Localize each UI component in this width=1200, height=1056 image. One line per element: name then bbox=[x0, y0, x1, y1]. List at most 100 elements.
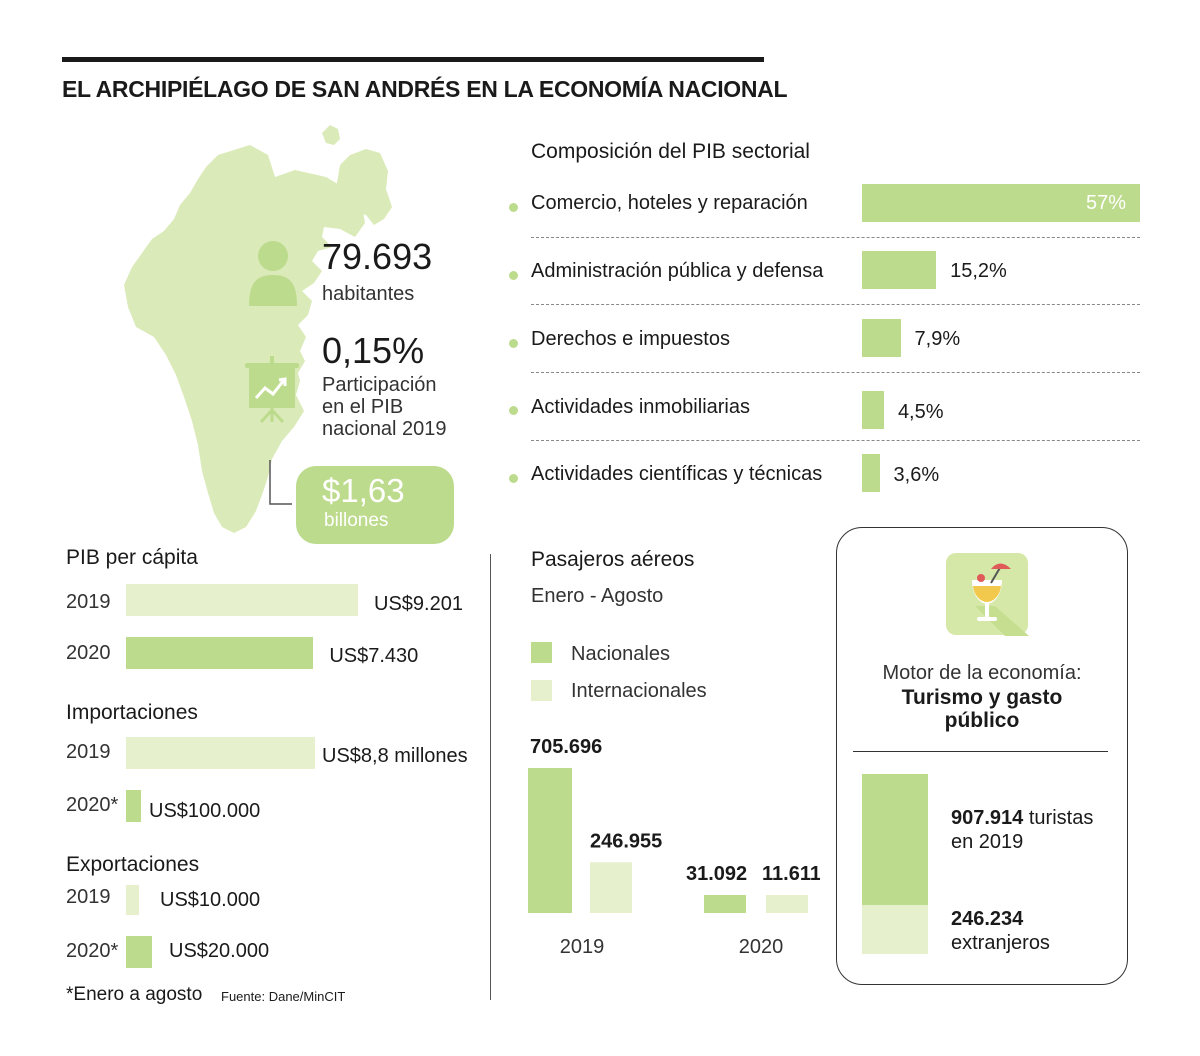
presentation-chart-icon bbox=[245, 356, 299, 424]
divider bbox=[531, 237, 1140, 238]
sector-bar bbox=[862, 454, 880, 492]
population-value: 79.693 bbox=[322, 236, 433, 277]
providencia-island-shape bbox=[322, 125, 392, 225]
imports-year: 2019 bbox=[66, 741, 111, 763]
pib-share-value: 0,15% bbox=[322, 330, 425, 371]
sector-bar bbox=[862, 391, 884, 429]
imports-year: 2020* bbox=[66, 794, 119, 816]
label-2020-nacionales: 31.092 bbox=[686, 863, 747, 885]
pib-total-badge: $1,63 billones bbox=[296, 466, 454, 544]
pib-share-label-line: nacional 2019 bbox=[322, 418, 447, 440]
sector-label: Actividades inmobiliarias bbox=[531, 396, 750, 418]
passengers-title: Pasajeros aéreos bbox=[531, 548, 695, 571]
bar-2020-internacionales bbox=[766, 895, 808, 913]
divider bbox=[531, 440, 1140, 441]
pib-share-label: Participación en el PIB nacional 2019 bbox=[322, 374, 447, 440]
imports-bar bbox=[126, 790, 141, 822]
label-2019-internacionales: 246.955 bbox=[590, 830, 662, 852]
legend-swatch-internacionales bbox=[531, 680, 552, 701]
exports-value: US$20.000 bbox=[169, 940, 270, 962]
sector-bullet bbox=[509, 474, 518, 483]
pib-total-value: $1,63 bbox=[322, 472, 405, 509]
tourists-word: turistas bbox=[1028, 807, 1094, 829]
per-capita-value: US$9.201 bbox=[374, 593, 463, 615]
title-rule bbox=[62, 57, 764, 62]
per-capita-year: 2020 bbox=[66, 642, 111, 664]
cocktail-icon bbox=[946, 553, 1029, 636]
foreign-value: 246.234 bbox=[951, 908, 1024, 930]
sector-bar bbox=[862, 251, 937, 289]
sector-label: Derechos e impuestos bbox=[531, 328, 730, 350]
page-title: EL ARCHIPIÉLAGO DE SAN ANDRÉS EN LA ECON… bbox=[62, 76, 788, 102]
sector-value: 4,5% bbox=[897, 401, 944, 423]
exports-value: US$10.000 bbox=[160, 889, 261, 911]
divider bbox=[531, 372, 1140, 373]
san-andres-island-shape bbox=[124, 145, 365, 533]
card-divider bbox=[853, 751, 1108, 752]
exports-bar bbox=[126, 936, 152, 968]
divider bbox=[531, 304, 1140, 305]
pib-total-unit: billones bbox=[324, 510, 389, 531]
bar-2019-nacionales bbox=[528, 768, 572, 913]
sector-bar bbox=[862, 319, 901, 357]
column-divider bbox=[490, 554, 491, 1000]
foreign-bar bbox=[862, 905, 928, 954]
per-capita-bar bbox=[126, 637, 314, 669]
label-2020-internacionales: 11.611 bbox=[762, 863, 820, 885]
sector-bullet bbox=[509, 203, 518, 212]
exports-title: Exportaciones bbox=[66, 853, 200, 876]
sector-bar bbox=[862, 184, 1140, 222]
imports-title: Importaciones bbox=[66, 701, 198, 724]
motor-strong-line: público bbox=[944, 709, 1020, 732]
per-capita-title: PIB per cápita bbox=[66, 546, 198, 569]
pib-share-label-line: Participación bbox=[322, 374, 437, 396]
person-icon bbox=[249, 241, 297, 306]
sector-bullet bbox=[509, 339, 518, 348]
population-label: habitantes bbox=[322, 283, 415, 305]
tourists-stacked-bar bbox=[862, 774, 928, 954]
imports-bar bbox=[126, 737, 315, 769]
legend-label: Nacionales bbox=[571, 643, 670, 665]
sector-label: Administración pública y defensa bbox=[531, 260, 824, 282]
bar-2019-internacionales bbox=[590, 862, 632, 913]
sector-value: 7,9% bbox=[914, 328, 961, 350]
exports-year: 2019 bbox=[66, 886, 111, 908]
tourism-card bbox=[836, 527, 1128, 985]
sector-label: Comercio, hoteles y reparación bbox=[531, 192, 808, 214]
category-2020: 2020 bbox=[739, 936, 784, 958]
island-map bbox=[124, 125, 392, 533]
imports-value: US$8,8 millones bbox=[322, 745, 468, 767]
sector-bullet bbox=[509, 271, 518, 280]
sector-label: Actividades científicas y técnicas bbox=[531, 463, 823, 485]
sector-value: 57% bbox=[1085, 192, 1126, 214]
category-2019: 2019 bbox=[560, 936, 605, 958]
legend-swatch-nacionales bbox=[531, 642, 552, 663]
exports-bar bbox=[126, 885, 139, 915]
label-2019-nacionales: 705.696 bbox=[530, 736, 602, 758]
footnote: *Enero a agosto bbox=[66, 984, 203, 1005]
passengers-subtitle: Enero - Agosto bbox=[531, 585, 664, 607]
tourists-value: 907.914 bbox=[951, 807, 1024, 829]
sector-value: 3,6% bbox=[893, 464, 940, 486]
sectorial-title: Composición del PIB sectorial bbox=[531, 140, 810, 163]
passengers-chart: 705.696 246.955 31.092 11.611 2019 2020 bbox=[528, 736, 820, 958]
sector-value: 15,2% bbox=[950, 260, 1007, 282]
legend-label: Internacionales bbox=[571, 680, 707, 702]
foreign-text: 246.234 extranjeros bbox=[951, 907, 1050, 955]
source: Fuente: Dane/MinCIT bbox=[221, 989, 346, 1004]
connector-line bbox=[269, 460, 292, 505]
motor-strong: Turismo y gasto público bbox=[836, 686, 1128, 732]
per-capita-bar bbox=[126, 584, 358, 616]
per-capita-year: 2019 bbox=[66, 591, 111, 613]
foreign-word: extranjeros bbox=[951, 932, 1050, 954]
motor-label: Motor de la economía: bbox=[882, 662, 1082, 684]
sector-bullet bbox=[509, 406, 518, 415]
exports-year: 2020* bbox=[66, 940, 119, 962]
tourists-year: en 2019 bbox=[951, 831, 1024, 853]
tourists-text: 907.914 turistas en 2019 bbox=[951, 806, 1093, 854]
pib-share-label-line: en el PIB bbox=[322, 396, 404, 418]
per-capita-value: US$7.430 bbox=[329, 645, 419, 667]
tourists-bar bbox=[862, 774, 928, 906]
motor-strong-line: Turismo y gasto bbox=[901, 686, 1063, 709]
bar-2020-nacionales bbox=[704, 895, 746, 913]
